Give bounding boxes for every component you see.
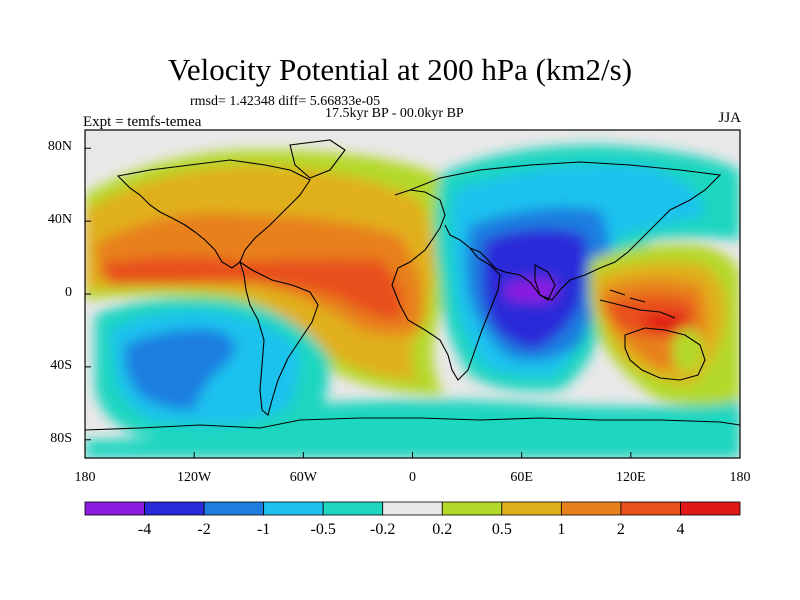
- coastlines: [85, 139, 740, 431]
- season-label: JJA: [718, 110, 741, 126]
- lon-tick-label: 60E: [510, 470, 533, 485]
- lon-tick-label: 0: [409, 470, 416, 485]
- colorbar-label: -2: [197, 521, 211, 538]
- lon-tick-label: 60W: [289, 470, 317, 485]
- colorbar-swatch: [84, 501, 145, 516]
- contour-field: [85, 130, 740, 458]
- lat-tick-label: 80S: [50, 430, 72, 446]
- colorbar-label: 4: [676, 521, 685, 538]
- colorbar-swatch: [263, 501, 324, 516]
- colorbar-swatch: [203, 501, 265, 516]
- colorbar-label: -1: [256, 521, 271, 538]
- colorbar-swatch: [441, 501, 503, 516]
- colorbar-label: 2: [616, 521, 625, 538]
- colorbar-swatch: [501, 501, 562, 516]
- colorbar-label: -0.5: [310, 521, 336, 538]
- lon-tick-label: 120E: [616, 470, 646, 485]
- colorbar-swatch: [322, 501, 384, 516]
- colorbar-swatch: [560, 501, 622, 516]
- map-title: Velocity Potential at 200 hPa (km2/s): [167, 52, 633, 87]
- lat-tick-label: 80N: [47, 139, 72, 155]
- lat-tick-label: 40N: [47, 212, 72, 228]
- axis-ticks: [84, 147, 741, 458]
- lon-tick-label: 180: [729, 470, 751, 485]
- colorbar-label: 0.5: [491, 521, 512, 538]
- colorbar-label: 1: [557, 521, 566, 538]
- colorbar-label: 0.2: [432, 521, 453, 538]
- stats-subtitle: rmsd= 1.42348 diff= 5.66833e-05: [190, 94, 381, 109]
- colorbar-swatch: [382, 501, 443, 516]
- lon-tick-label: 180: [74, 470, 96, 485]
- colorbar: [84, 501, 741, 516]
- colorbar-swatch: [680, 501, 741, 516]
- colorbar-swatch: [620, 501, 681, 516]
- colorbar-label: -4: [137, 521, 152, 538]
- colorbar-label: -0.2: [370, 521, 396, 538]
- colorbar-swatch: [144, 501, 205, 516]
- experiment-label: Expt = temfs-temea: [83, 114, 202, 130]
- lon-tick-label: 120W: [177, 470, 212, 485]
- lat-tick-label: 0: [65, 285, 72, 300]
- period-subtitle: 17.5kyr BP - 00.0kyr BP: [325, 106, 464, 121]
- lat-tick-label: 40S: [50, 357, 72, 373]
